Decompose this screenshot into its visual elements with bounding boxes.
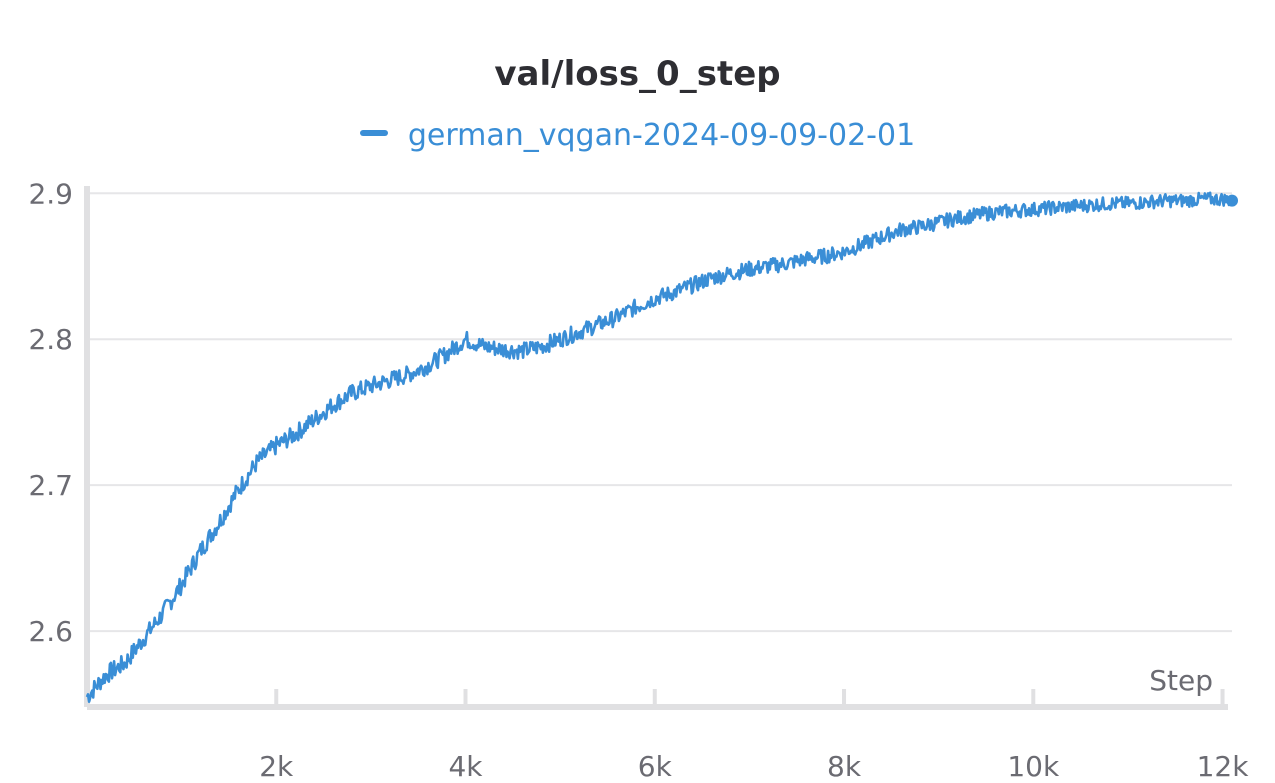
series-line[interactable] — [85, 191, 1234, 703]
legend[interactable]: german_vqgan-2024-09-09-02-01 — [0, 118, 1275, 153]
axes — [84, 186, 1228, 710]
x-tick-label: 12k — [1197, 750, 1250, 783]
x-axis-title: Step — [1149, 664, 1213, 697]
y-tick-label: 2.8 — [28, 323, 73, 356]
y-axis-ticks: 2.6 2.7 2.8 2.9 — [28, 177, 73, 648]
series-group — [85, 191, 1238, 703]
y-tick-label: 2.6 — [28, 615, 73, 648]
chart-title: val/loss_0_step — [494, 54, 781, 94]
legend-swatch — [359, 129, 388, 136]
x-tick-label: 10k — [1007, 750, 1060, 783]
legend-series-label: german_vqgan-2024-09-09-02-01 — [407, 118, 916, 153]
x-tick-label: 2k — [259, 750, 294, 783]
y-tick-label: 2.7 — [28, 469, 73, 502]
grid-lines — [87, 192, 1232, 633]
x-tick-label: 4k — [448, 750, 483, 783]
x-tick-label: 8k — [827, 750, 862, 783]
y-tick-label: 2.9 — [28, 177, 73, 210]
series-end-point[interactable] — [1226, 194, 1238, 207]
x-tick-label: 6k — [638, 750, 673, 783]
x-axis-ticks: 2k 4k 6k 8k 10k 12k — [259, 689, 1249, 783]
